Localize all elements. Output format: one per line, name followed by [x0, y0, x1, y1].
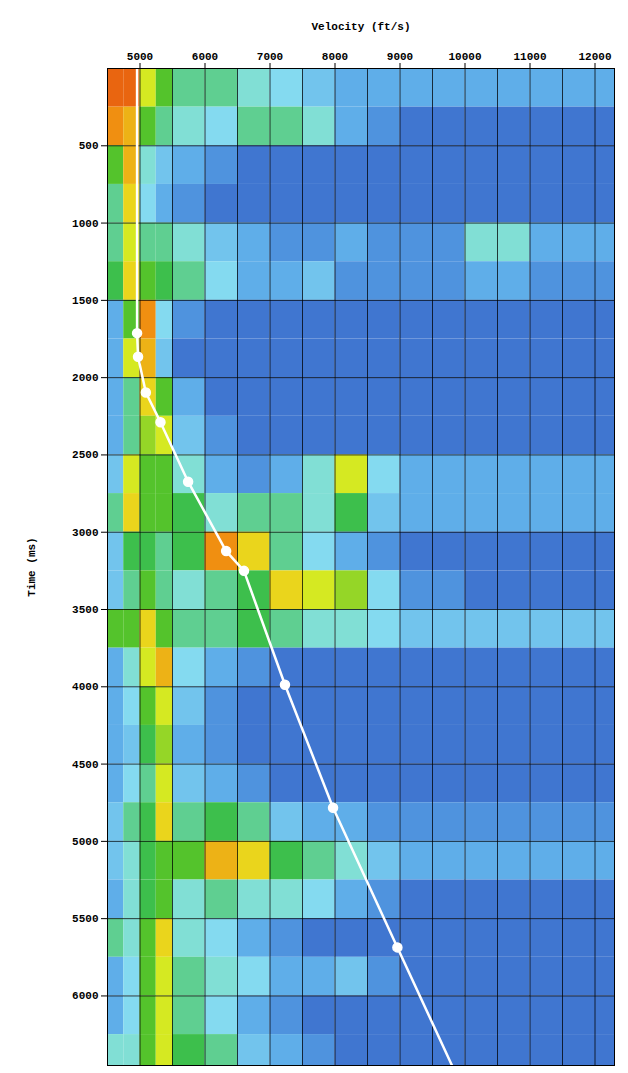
svg-text:500: 500 — [79, 140, 99, 152]
svg-text:10000: 10000 — [448, 51, 481, 63]
svg-text:6000: 6000 — [72, 990, 98, 1002]
svg-text:1000: 1000 — [72, 218, 98, 230]
svg-text:5000: 5000 — [72, 836, 98, 848]
svg-text:8000: 8000 — [322, 51, 348, 63]
svg-text:2000: 2000 — [72, 372, 98, 384]
svg-text:12000: 12000 — [578, 51, 611, 63]
svg-text:5500: 5500 — [72, 913, 98, 925]
svg-text:Time (ms): Time (ms) — [26, 537, 38, 596]
svg-text:11000: 11000 — [513, 51, 546, 63]
svg-text:6000: 6000 — [192, 51, 218, 63]
svg-text:4500: 4500 — [72, 759, 98, 771]
svg-text:Velocity (ft/s): Velocity (ft/s) — [311, 21, 410, 33]
svg-text:3500: 3500 — [72, 604, 98, 616]
svg-text:1500: 1500 — [72, 295, 98, 307]
svg-text:9000: 9000 — [387, 51, 413, 63]
svg-text:4000: 4000 — [72, 681, 98, 693]
svg-text:3000: 3000 — [72, 527, 98, 539]
svg-text:7000: 7000 — [257, 51, 283, 63]
svg-text:2500: 2500 — [72, 449, 98, 461]
svg-text:5000: 5000 — [127, 51, 153, 63]
